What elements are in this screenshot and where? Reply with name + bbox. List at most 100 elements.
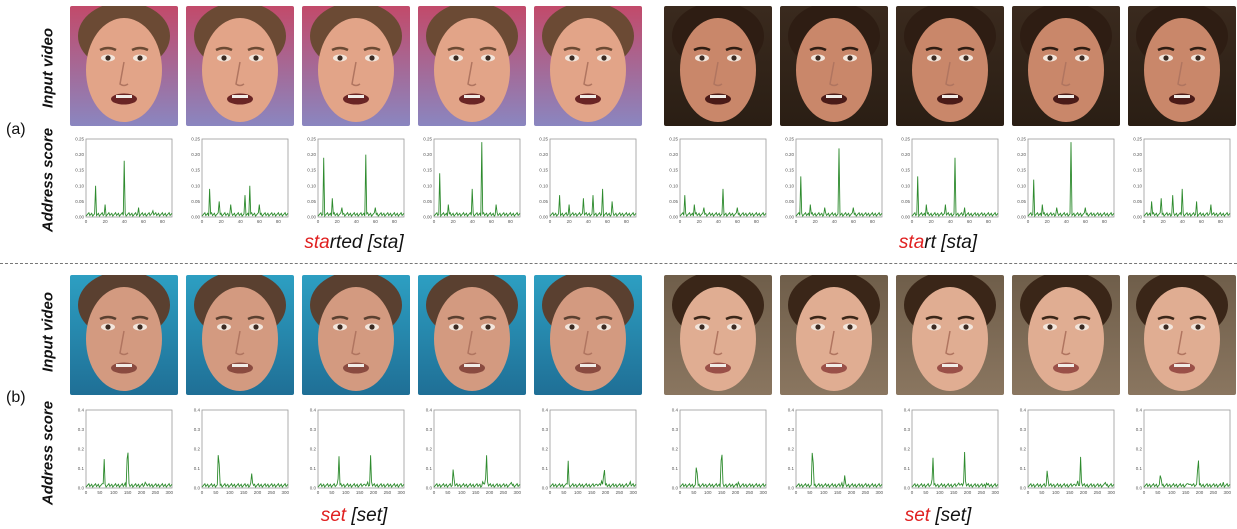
x-tick-label: 0 [1027, 219, 1030, 224]
y-tick-label: 0.20 [307, 152, 316, 157]
y-tick-label: 0.4 [426, 408, 433, 413]
y-tick-label: 0.00 [1133, 215, 1142, 220]
face-frame-a-1-2 [896, 6, 1004, 126]
y-tick-label: 0.05 [901, 199, 910, 204]
y-tick-label: 0.05 [539, 199, 548, 204]
y-tick-label: 0.00 [669, 215, 678, 220]
x-tick-label: 80 [392, 219, 398, 224]
y-tick-label: 0.05 [1133, 199, 1142, 204]
y-tick-label: 0.3 [542, 427, 549, 432]
address-score-plot-b-0-4: 0.0 0.1 0.2 0.3 0.4 0 50 100 150 200 250 300 [532, 404, 642, 500]
x-tick-label: 60 [257, 219, 263, 224]
plot-frame [433, 409, 521, 489]
caption-a-left: started [sta] [304, 232, 404, 253]
y-tick-label: 0.4 [672, 408, 679, 413]
plot-frame [911, 409, 999, 489]
x-tick-label: 40 [122, 219, 128, 224]
x-tick-label: 20 [813, 219, 819, 224]
x-tick-label: 0 [679, 490, 682, 495]
x-tick-label: 60 [851, 219, 857, 224]
y-tick-label: 0.10 [307, 183, 316, 188]
address-score-plot-a-1-3: 0.00 0.05 0.10 0.15 0.20 0.25 0 20 40 60 80 [1010, 133, 1120, 229]
plot-frame [1143, 409, 1231, 489]
series-line [679, 188, 767, 218]
x-tick-label: 300 [513, 490, 521, 495]
x-tick-label: 150 [588, 490, 596, 495]
panel-label-b: (b) [6, 389, 26, 406]
y-tick-label: 0.20 [669, 152, 678, 157]
y-tick-label: 0.25 [423, 137, 432, 142]
face-frame-b-0-1 [186, 275, 294, 395]
x-tick-label: 300 [1223, 490, 1231, 495]
y-tick-label: 0.1 [1136, 466, 1143, 471]
y-tick-label: 0.20 [785, 152, 794, 157]
series-line [1027, 142, 1115, 218]
x-tick-label: 40 [470, 219, 476, 224]
y-tick-label: 0.00 [901, 215, 910, 220]
series-line [317, 455, 405, 489]
address-score-plot-b-1-2: 0.0 0.1 0.2 0.3 0.4 0 50 100 150 200 250 300 [894, 404, 1004, 500]
x-tick-label: 150 [1182, 490, 1190, 495]
x-tick-label: 40 [832, 219, 838, 224]
x-tick-label: 80 [870, 219, 876, 224]
face-frame-b-0-3 [418, 275, 526, 395]
face-frame-a-0-3 [418, 6, 526, 126]
face-frame-a-1-0 [664, 6, 772, 126]
series-line [795, 452, 883, 489]
y-tick-label: 0.00 [539, 215, 548, 220]
address-score-plot-b-1-1: 0.0 0.1 0.2 0.3 0.4 0 50 100 150 200 250 300 [778, 404, 888, 500]
y-tick-label: 0.25 [75, 137, 84, 142]
x-tick-label: 40 [238, 219, 244, 224]
y-tick-label: 0.00 [307, 215, 316, 220]
address-score-label-a: Address score [39, 127, 57, 233]
y-tick-label: 0.1 [194, 466, 201, 471]
x-tick-label: 50 [445, 490, 451, 495]
x-tick-label: 80 [986, 219, 992, 224]
x-tick-label: 0 [911, 219, 914, 224]
address-score-plot-a-0-1: 0.00 0.05 0.10 0.15 0.20 0.25 0 20 40 60 80 [184, 133, 294, 229]
address-score-plot-a-0-0: 0.00 0.05 0.10 0.15 0.20 0.25 0 20 40 60 80 [68, 133, 178, 229]
y-tick-label: 0.05 [1017, 199, 1026, 204]
x-tick-label: 20 [335, 219, 341, 224]
plot-frame [201, 409, 289, 489]
x-tick-label: 150 [356, 490, 364, 495]
plot-frame [549, 409, 637, 489]
x-tick-label: 250 [1094, 490, 1102, 495]
y-tick-label: 0.15 [75, 168, 84, 173]
x-tick-label: 200 [138, 490, 146, 495]
x-tick-label: 80 [624, 219, 630, 224]
x-tick-label: 0 [433, 490, 436, 495]
face-frame-b-1-4 [1128, 275, 1236, 395]
y-tick-label: 0.15 [785, 168, 794, 173]
x-tick-label: 20 [451, 219, 457, 224]
x-tick-label: 250 [500, 490, 508, 495]
y-tick-label: 0.0 [1136, 486, 1143, 491]
x-tick-label: 20 [1045, 219, 1051, 224]
y-tick-label: 0.15 [423, 168, 432, 173]
y-tick-label: 0.4 [542, 408, 549, 413]
y-tick-label: 0.3 [904, 427, 911, 432]
x-tick-label: 40 [354, 219, 360, 224]
face-frame-b-0-2 [302, 275, 410, 395]
y-tick-label: 0.10 [669, 183, 678, 188]
x-tick-label: 60 [373, 219, 379, 224]
face-frame-a-1-3 [1012, 6, 1120, 126]
address-score-label-b: Address score [39, 400, 57, 506]
x-tick-label: 200 [254, 490, 262, 495]
series-line [1027, 456, 1115, 489]
y-tick-label: 0.0 [310, 486, 317, 491]
y-tick-label: 0.1 [78, 466, 85, 471]
x-tick-label: 40 [586, 219, 592, 224]
y-tick-label: 0.15 [1133, 168, 1142, 173]
face-frame-a-0-0 [70, 6, 178, 126]
x-tick-label: 300 [875, 490, 883, 495]
x-tick-label: 0 [1027, 490, 1030, 495]
y-tick-label: 0.05 [191, 199, 200, 204]
x-tick-label: 0 [433, 219, 436, 224]
y-tick-label: 0.4 [194, 408, 201, 413]
y-tick-label: 0.20 [1017, 152, 1026, 157]
address-score-plot-a-1-2: 0.00 0.05 0.10 0.15 0.20 0.25 0 20 40 60 80 [894, 133, 1004, 229]
series-line [1143, 188, 1231, 218]
x-tick-label: 100 [110, 490, 118, 495]
y-tick-label: 0.25 [1133, 137, 1142, 142]
